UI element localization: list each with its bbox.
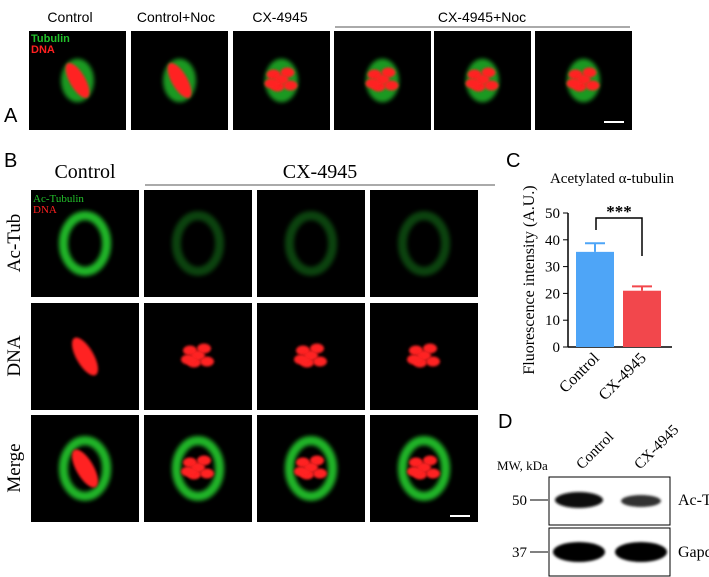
column-header: CX-4945 <box>252 9 307 25</box>
y-tick-label: 20 <box>545 286 560 302</box>
significance-bracket <box>595 217 643 256</box>
dna-signal <box>181 354 195 365</box>
dna-signal <box>566 78 581 89</box>
column-header: CX-4945+Noc <box>438 9 526 25</box>
dna-signal <box>181 466 195 477</box>
mw-label: MW, kDa <box>497 458 548 473</box>
y-axis-label: Fluorescence intensity (A.U.) <box>521 185 538 374</box>
dna-signal <box>384 80 399 91</box>
band <box>553 542 605 562</box>
dna-signal <box>294 466 308 477</box>
micrograph <box>31 190 139 297</box>
dna-signal <box>426 468 440 479</box>
dna-signal <box>200 468 214 479</box>
dna-signal <box>407 466 421 477</box>
row-label: DNA <box>4 335 25 376</box>
dna-signal <box>65 62 90 99</box>
dna-signal <box>365 78 380 89</box>
micrograph <box>257 190 365 297</box>
panel-label: D <box>498 411 512 433</box>
tubulin-signal <box>397 436 451 501</box>
y-tick-label: 30 <box>545 260 560 276</box>
dna-signal <box>426 356 440 367</box>
row-label: Ac-Tub <box>4 214 25 272</box>
legend-entry: Ac-Tubulin <box>33 193 84 205</box>
dna-signal <box>465 78 480 89</box>
y-tick-label: 40 <box>545 233 560 249</box>
y-tick-label: 10 <box>545 313 560 329</box>
legend-entry: Tubulin <box>31 33 70 45</box>
band <box>621 495 661 507</box>
significance-label: *** <box>606 202 632 221</box>
bar <box>576 251 614 347</box>
dna-signal <box>200 356 214 367</box>
tubulin-signal <box>397 211 451 276</box>
dna-signal <box>167 62 192 99</box>
micrograph <box>144 190 252 297</box>
y-tick-label: 0 <box>553 340 561 356</box>
band-label: Ac-Tub <box>678 492 709 509</box>
dna-signal <box>313 356 327 367</box>
row-label: Merge <box>4 443 25 492</box>
tubulin-signal <box>171 436 225 501</box>
dna-signal <box>585 80 600 91</box>
dna-signal <box>71 449 99 488</box>
column-header: Control <box>54 161 116 183</box>
legend-entry: DNA <box>33 204 57 216</box>
column-header: Control <box>47 9 92 25</box>
dna-signal <box>283 80 298 91</box>
dna-signal <box>264 78 279 89</box>
panel-label: C <box>506 150 520 172</box>
mw-marker: 37 <box>512 545 528 561</box>
dna-signal <box>294 354 308 365</box>
micrograph <box>370 190 478 297</box>
tubulin-signal <box>58 211 112 276</box>
dna-signal <box>71 337 99 376</box>
band-label: Gapdh <box>678 544 709 561</box>
band <box>555 492 603 508</box>
tubulin-signal <box>284 211 338 276</box>
tubulin-signal <box>171 211 225 276</box>
y-tick-label: 50 <box>545 206 560 222</box>
dna-signal <box>407 354 421 365</box>
chart-title: Acetylated α-tubulin <box>550 171 675 187</box>
dna-signal <box>484 80 499 91</box>
column-header: CX-4945 <box>283 161 357 183</box>
panel-label: A <box>4 105 18 127</box>
legend-entry: DNA <box>31 44 55 56</box>
bar <box>623 290 661 347</box>
tubulin-signal <box>284 436 338 501</box>
tubulin-signal <box>58 436 112 501</box>
mw-marker: 50 <box>512 493 527 509</box>
column-header: Control+Noc <box>137 9 215 25</box>
band <box>615 542 667 562</box>
dna-signal <box>313 468 327 479</box>
panel-label: B <box>4 150 17 172</box>
